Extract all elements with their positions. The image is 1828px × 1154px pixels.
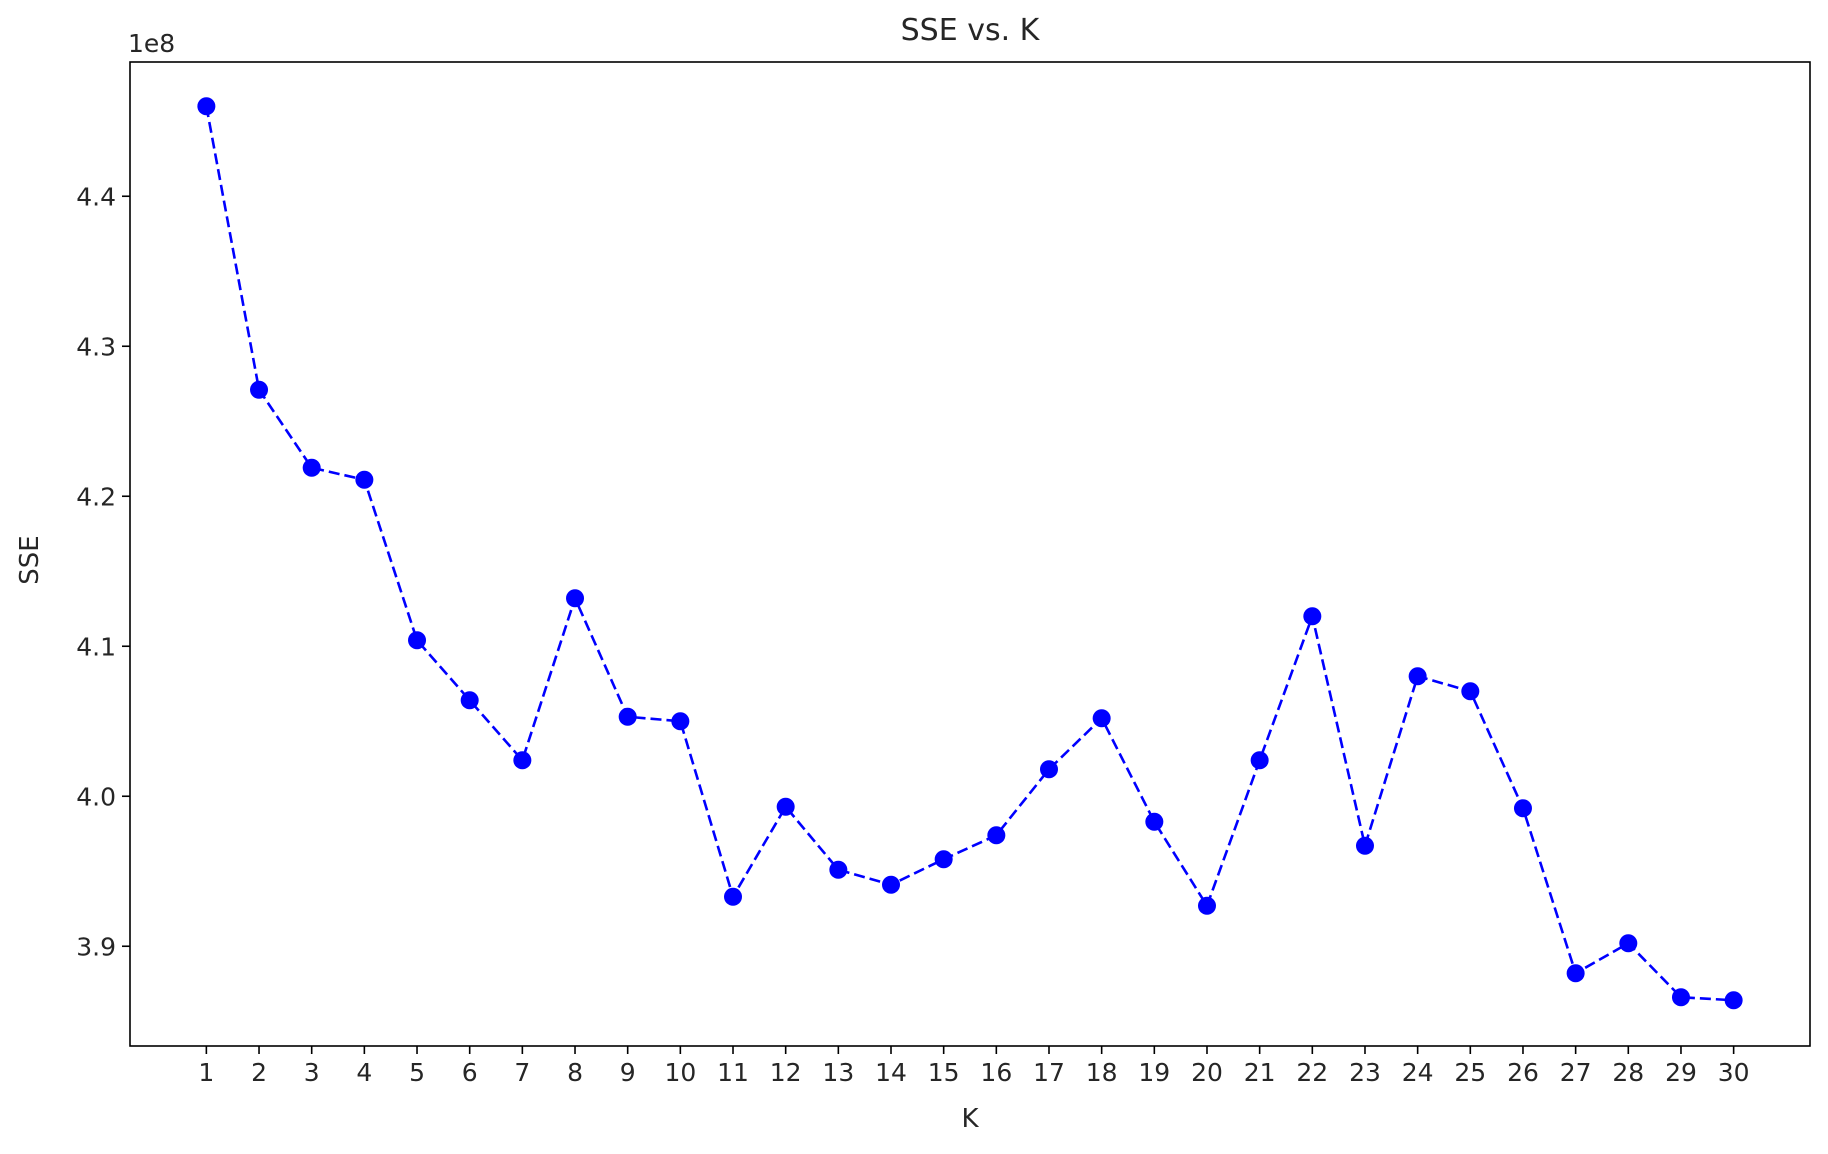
- x-tick-label: 29: [1665, 1058, 1697, 1087]
- y-tick-label: 4.4: [76, 182, 116, 211]
- data-point: [671, 712, 690, 731]
- data-point: [618, 707, 637, 726]
- series-layer: [197, 97, 1743, 1010]
- data-point: [355, 470, 374, 489]
- data-point: [934, 850, 953, 869]
- chart-title: SSE vs. K: [901, 13, 1041, 48]
- data-point: [1303, 607, 1322, 626]
- data-point: [1724, 991, 1743, 1010]
- y-axis-ticks: 3.9 4.0 4.1 4.2 4.3 4.4: [76, 182, 130, 961]
- data-point: [408, 631, 427, 650]
- plot-frame: [129, 61, 1811, 1047]
- x-tick-label: 1: [198, 1058, 214, 1087]
- x-tick-label: 20: [1191, 1058, 1223, 1087]
- y-tick-label: 4.3: [76, 332, 116, 361]
- data-point: [566, 589, 585, 608]
- data-point: [1566, 964, 1585, 983]
- data-point: [1092, 709, 1111, 728]
- x-tick-label: 28: [1612, 1058, 1644, 1087]
- y-tick-label: 4.1: [76, 632, 116, 661]
- x-tick-label: 16: [980, 1058, 1012, 1087]
- x-tick-label: 22: [1296, 1058, 1328, 1087]
- x-axis-title: K: [961, 1104, 979, 1134]
- x-tick-label: 25: [1454, 1058, 1486, 1087]
- x-tick-label: 9: [620, 1058, 636, 1087]
- x-tick-label: 30: [1718, 1058, 1750, 1087]
- data-point: [1039, 760, 1058, 779]
- x-tick-label: 12: [770, 1058, 802, 1087]
- x-tick-label: 4: [356, 1058, 372, 1087]
- data-point: [1513, 799, 1532, 818]
- x-tick-label: 26: [1507, 1058, 1539, 1087]
- x-tick-label: 8: [567, 1058, 583, 1087]
- x-tick-label: 19: [1138, 1058, 1170, 1087]
- data-point: [302, 458, 321, 477]
- data-point: [1197, 896, 1216, 915]
- data-point: [829, 860, 848, 879]
- y-tick-label: 4.0: [76, 782, 116, 811]
- data-point: [1145, 812, 1164, 831]
- x-tick-label: 17: [1033, 1058, 1065, 1087]
- x-tick-label: 6: [462, 1058, 478, 1087]
- x-tick-label: 21: [1244, 1058, 1276, 1087]
- x-tick-label: 5: [409, 1058, 425, 1087]
- x-tick-label: 18: [1086, 1058, 1118, 1087]
- y-axis-exponent-label: 1e8: [128, 29, 175, 58]
- y-axis-title: SSE: [15, 535, 45, 584]
- x-tick-label: 14: [875, 1058, 907, 1087]
- x-tick-label: 10: [664, 1058, 696, 1087]
- x-tick-label: 7: [514, 1058, 530, 1087]
- y-tick-label: 4.2: [76, 482, 116, 511]
- data-point: [1250, 751, 1269, 770]
- x-tick-label: 13: [822, 1058, 854, 1087]
- x-tick-label: 15: [928, 1058, 960, 1087]
- data-point: [250, 380, 269, 399]
- x-tick-label: 2: [251, 1058, 267, 1087]
- x-tick-label: 23: [1349, 1058, 1381, 1087]
- data-point: [776, 797, 795, 816]
- x-axis-ticks: 1 2 3 4 5 6 7 8 9 10 11 12 13 14 15 16 17 18 19 20 21 22 23 24 2…: [198, 1046, 1750, 1087]
- data-point: [1619, 934, 1638, 953]
- data-point: [460, 691, 479, 710]
- data-point: [882, 875, 901, 894]
- data-point: [1461, 682, 1480, 701]
- data-point: [987, 826, 1006, 845]
- data-point: [724, 887, 743, 906]
- x-tick-label: 11: [717, 1058, 749, 1087]
- data-point: [1408, 667, 1427, 686]
- x-tick-label: 27: [1560, 1058, 1592, 1087]
- y-tick-label: 3.9: [76, 932, 116, 961]
- data-point: [513, 751, 532, 770]
- data-point: [1671, 988, 1690, 1007]
- data-point: [1355, 836, 1374, 855]
- data-point: [197, 97, 216, 116]
- x-tick-label: 24: [1402, 1058, 1434, 1087]
- x-tick-label: 3: [304, 1058, 320, 1087]
- series-line: [205, 106, 1734, 1002]
